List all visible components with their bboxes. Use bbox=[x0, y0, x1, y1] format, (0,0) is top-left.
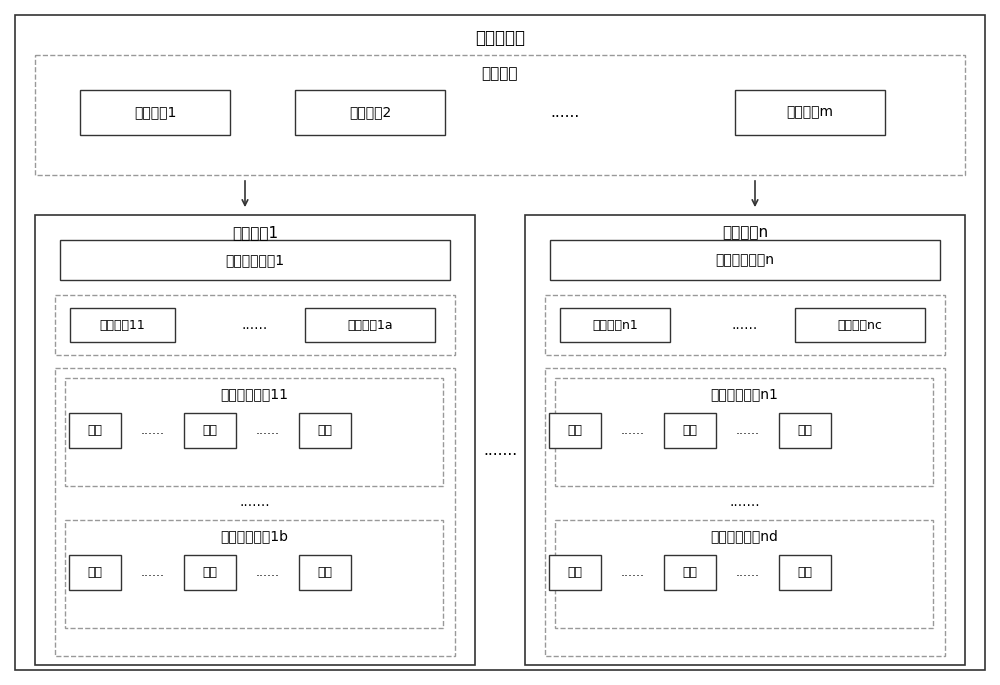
Text: 主控单元11: 主控单元11 bbox=[100, 319, 145, 332]
Bar bbox=[795, 308, 925, 342]
Bar bbox=[555, 520, 933, 628]
Bar bbox=[549, 555, 601, 590]
Text: 网络设备2: 网络设备2 bbox=[349, 105, 391, 119]
Bar bbox=[35, 215, 475, 665]
Bar bbox=[545, 295, 945, 355]
Text: 服务资源池: 服务资源池 bbox=[475, 29, 525, 47]
Text: .......: ....... bbox=[483, 443, 517, 458]
Text: 业务服务单元11: 业务服务单元11 bbox=[220, 387, 288, 401]
Text: .......: ....... bbox=[730, 495, 760, 509]
Bar bbox=[65, 378, 443, 486]
Bar bbox=[779, 413, 831, 448]
Bar bbox=[184, 555, 236, 590]
Text: 设备管理单元n: 设备管理单元n bbox=[716, 253, 774, 267]
Bar bbox=[299, 413, 351, 448]
Bar bbox=[69, 555, 121, 590]
Bar bbox=[525, 215, 965, 665]
Text: 硬件: 硬件 bbox=[202, 424, 218, 437]
Text: 硬件: 硬件 bbox=[682, 566, 698, 579]
Text: 服务设备n: 服务设备n bbox=[722, 225, 768, 240]
Text: 软件: 软件 bbox=[568, 566, 582, 579]
Text: 通信网络: 通信网络 bbox=[482, 66, 518, 82]
Bar bbox=[69, 413, 121, 448]
Text: 固件: 固件 bbox=[798, 424, 812, 437]
Bar bbox=[779, 555, 831, 590]
Bar bbox=[550, 240, 940, 280]
Text: 服务设备1: 服务设备1 bbox=[232, 225, 278, 240]
Bar bbox=[184, 413, 236, 448]
Text: 软件: 软件 bbox=[88, 566, 103, 579]
Bar bbox=[295, 90, 445, 135]
Text: ......: ...... bbox=[256, 566, 280, 579]
Text: 硬件: 硬件 bbox=[202, 566, 218, 579]
Text: ......: ...... bbox=[141, 424, 165, 437]
Text: 硬件: 硬件 bbox=[682, 424, 698, 437]
Bar bbox=[60, 240, 450, 280]
Text: 固件: 固件 bbox=[318, 566, 332, 579]
Text: 固件: 固件 bbox=[318, 424, 332, 437]
Bar bbox=[299, 555, 351, 590]
Text: 业务服务单元1b: 业务服务单元1b bbox=[220, 529, 288, 543]
Text: 主控单元n1: 主控单元n1 bbox=[592, 319, 638, 332]
Text: 业务服务单元n1: 业务服务单元n1 bbox=[710, 387, 778, 401]
Text: ......: ...... bbox=[736, 566, 760, 579]
Text: 主控单元nc: 主控单元nc bbox=[838, 319, 882, 332]
Text: 主控单元1a: 主控单元1a bbox=[347, 319, 393, 332]
Bar bbox=[560, 308, 670, 342]
Bar bbox=[545, 368, 945, 656]
Bar bbox=[55, 295, 455, 355]
Bar bbox=[70, 308, 175, 342]
Text: 软件: 软件 bbox=[88, 424, 103, 437]
Text: ......: ...... bbox=[242, 318, 268, 332]
Bar bbox=[664, 413, 716, 448]
Bar bbox=[55, 368, 455, 656]
Bar bbox=[65, 520, 443, 628]
Text: ......: ...... bbox=[732, 318, 758, 332]
Text: 软件: 软件 bbox=[568, 424, 582, 437]
Text: ......: ...... bbox=[256, 424, 280, 437]
Text: .......: ....... bbox=[240, 495, 270, 509]
Bar bbox=[555, 378, 933, 486]
Text: ......: ...... bbox=[736, 424, 760, 437]
Text: ......: ...... bbox=[621, 424, 645, 437]
Text: 设备管理单元1: 设备管理单元1 bbox=[225, 253, 285, 267]
Bar bbox=[735, 90, 885, 135]
Bar bbox=[664, 555, 716, 590]
Text: 网络设备m: 网络设备m bbox=[786, 105, 834, 119]
Text: 网络设备1: 网络设备1 bbox=[134, 105, 176, 119]
Bar bbox=[35, 55, 965, 175]
Text: ......: ...... bbox=[141, 566, 165, 579]
Text: ......: ...... bbox=[621, 566, 645, 579]
Text: 固件: 固件 bbox=[798, 566, 812, 579]
Text: 业务服务单元nd: 业务服务单元nd bbox=[710, 529, 778, 543]
Bar bbox=[80, 90, 230, 135]
Bar bbox=[549, 413, 601, 448]
Bar bbox=[305, 308, 435, 342]
Text: ......: ...... bbox=[550, 105, 580, 120]
